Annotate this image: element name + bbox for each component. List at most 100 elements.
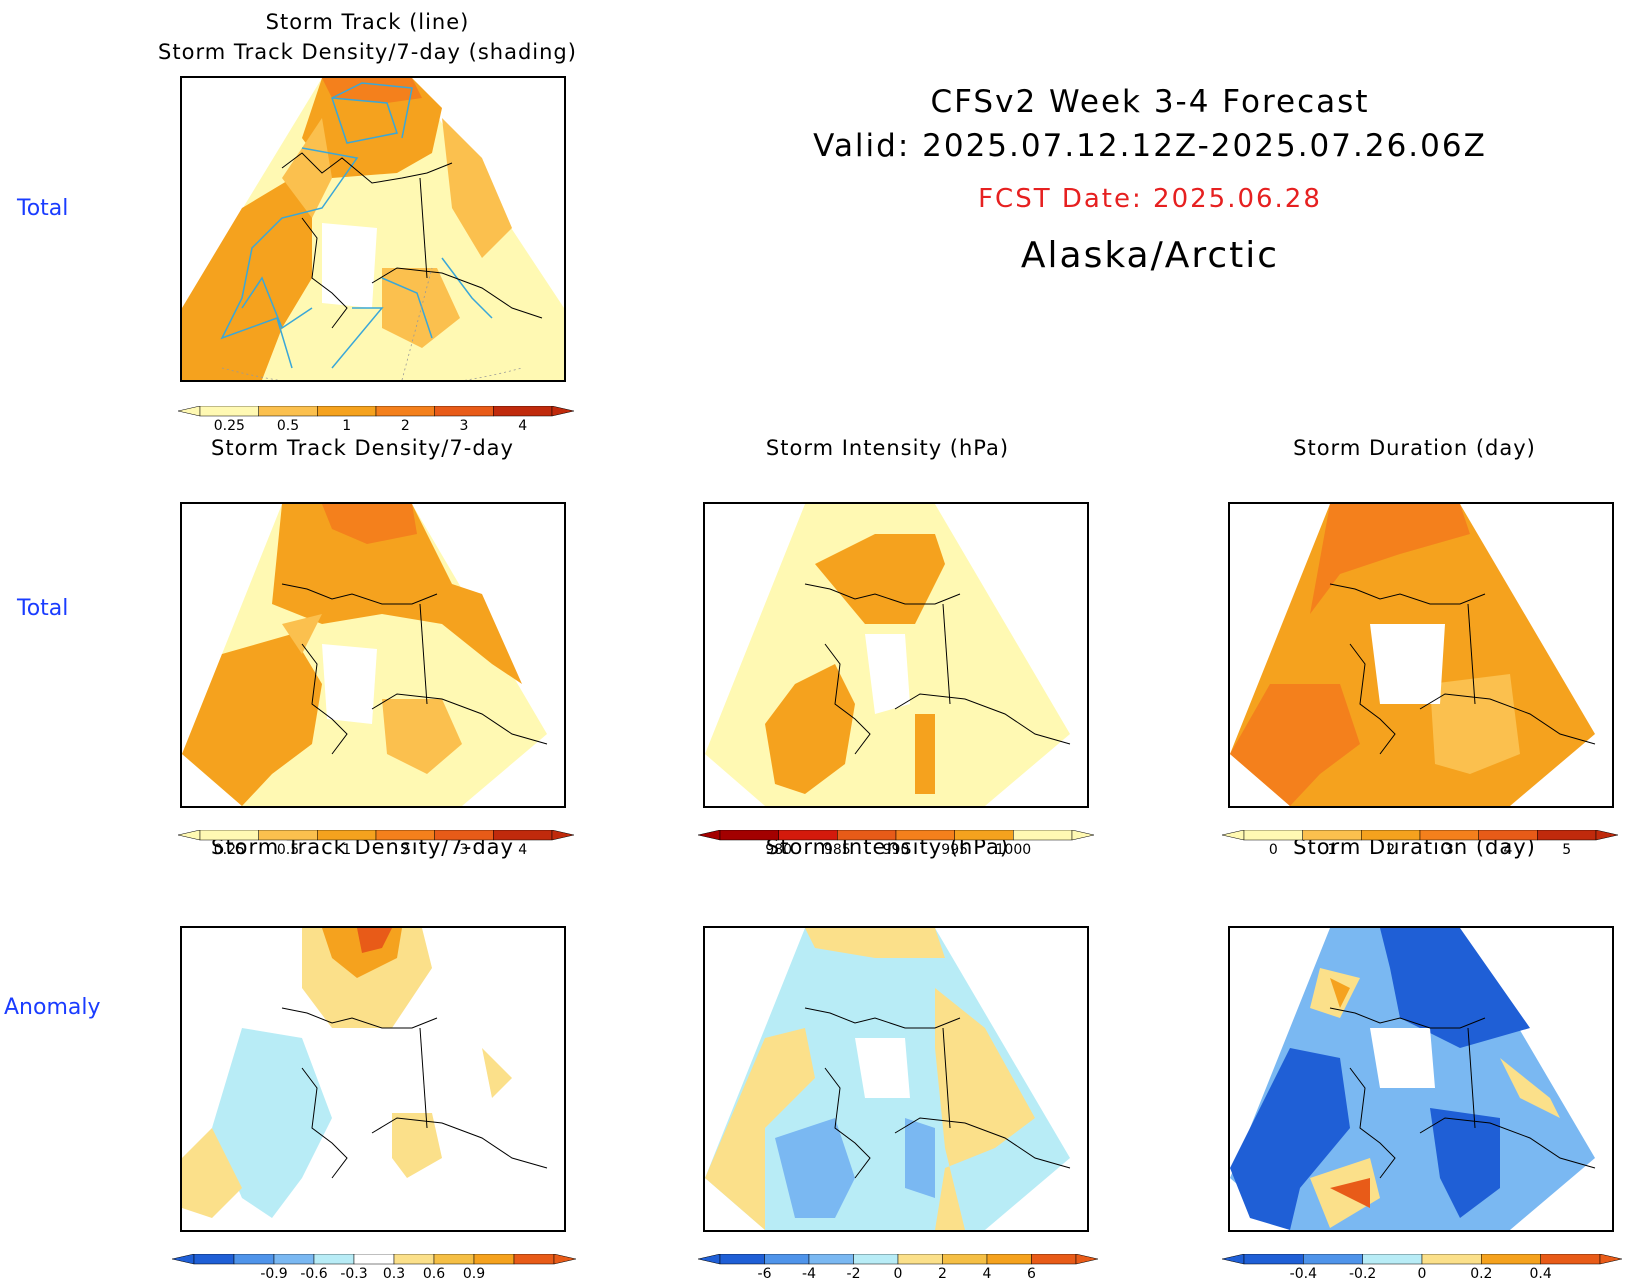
colorbar-segment [317, 830, 377, 841]
colorbar-segment [353, 1254, 395, 1265]
colorbar-graphic [698, 830, 1094, 841]
colorbar-segment [853, 1254, 899, 1265]
colorbar-segment [199, 830, 259, 841]
colorbar-segment [1243, 830, 1303, 841]
colorbar-segment [942, 1254, 988, 1265]
colorbar-ticks: -0.9 -0.6 -0.3 0.3 0.6 0.9 [172, 1266, 576, 1282]
colorbar-density-1: 0.25 0.5 1 2 3 4 [178, 404, 574, 444]
colorbar-segment [764, 1254, 810, 1265]
colorbar-tick-label: 6 [1027, 1266, 1036, 1282]
colorbar-tick-label: 0.2 [1470, 1266, 1493, 1282]
colorbar-segment [1031, 1254, 1077, 1265]
colorbar-tick-label: 995 [941, 842, 969, 858]
colorbar-segment [1481, 1254, 1541, 1265]
colorbar-ticks: -0.4 -0.2 0 0.2 0.4 [1222, 1266, 1622, 1282]
colorbar-tick-label: 3 [459, 842, 469, 858]
colorbar-tick-label: -4 [802, 1266, 816, 1282]
colorbar-segment [897, 1254, 943, 1265]
colorbar-tick-label: 5 [1562, 842, 1572, 858]
header-title: CFSv2 Week 3-4 Forecast [930, 84, 1370, 120]
colorbar-segment [1302, 830, 1362, 841]
colorbar-arrow-low [698, 830, 721, 841]
colorbar-density-anomaly: -0.9 -0.6 -0.3 0.3 0.6 0.9 [172, 1252, 576, 1282]
colorbar-tick-label: 1 [1327, 842, 1337, 858]
colorbar-segment [1421, 1254, 1482, 1265]
colorbar-graphic [698, 1254, 1098, 1265]
colorbar-segment [1540, 1254, 1601, 1265]
panel1-title-line1: Storm Track (line) [265, 10, 470, 34]
colorbar-tick-label: -0.6 [300, 1266, 328, 1282]
colorbar-graphic [1222, 1254, 1622, 1265]
colorbar-tick-label: 980 [765, 842, 793, 858]
colorbar-segment [473, 1254, 515, 1265]
colorbar-tick-label: 0 [1417, 1266, 1427, 1282]
colorbar-tick-label: 3 [1444, 842, 1454, 858]
colorbar-tick-label: 0 [1268, 842, 1278, 858]
colorbar-segment [808, 1254, 854, 1265]
colorbar-tick-label: 4 [518, 842, 528, 858]
colorbar-tick-label: 4 [982, 1266, 992, 1282]
colorbar-arrow-high [1071, 830, 1094, 841]
colorbar-intensity: 980 985 990 995 1000 [698, 828, 1094, 868]
colorbar-tick-label: 0.3 [382, 1266, 406, 1282]
colorbar-tick-label: -0.3 [340, 1266, 368, 1282]
colorbar-arrow-low [698, 1254, 721, 1265]
colorbar-segment [393, 1254, 435, 1265]
colorbar-arrow-high [1595, 830, 1618, 841]
colorbar-tick-label: 0.4 [1529, 1266, 1552, 1282]
map-intensity-anomaly [703, 926, 1089, 1232]
colorbar-tick-label: 0.5 [276, 418, 300, 434]
colorbar-density-2: 0.25 0.5 1 2 3 4 [178, 828, 574, 868]
colorbar-ticks: 0 1 2 3 4 5 [1222, 842, 1618, 858]
colorbar-tick-label: 0 [893, 1266, 903, 1282]
colorbar-tick-label: 990 [882, 842, 910, 858]
header-valid: Valid: 2025.07.12.12Z-2025.07.26.06Z [813, 128, 1487, 164]
colorbar-segment [1419, 830, 1479, 841]
colorbar-segment [954, 830, 1014, 841]
colorbar-arrow-low [1222, 1254, 1245, 1265]
colorbar-graphic [178, 406, 574, 417]
colorbar-segment [193, 1254, 235, 1265]
colorbar-segment [199, 406, 259, 417]
colorbar-arrow-high [551, 830, 574, 841]
colorbar-tick-label: 2 [400, 418, 410, 434]
colorbar-segment [895, 830, 955, 841]
map-density-total [180, 502, 566, 808]
colorbar-segment [434, 830, 494, 841]
colorbar-tick-label: -0.2 [1348, 1266, 1377, 1282]
colorbar-segment [317, 406, 377, 417]
colorbar-segment [719, 830, 779, 841]
colorbar-segment [1303, 1254, 1363, 1265]
colorbar-tick-label: -0.4 [1289, 1266, 1317, 1282]
colorbar-intensity-anomaly: -6 -4 -2 0 2 4 6 [698, 1252, 1098, 1282]
colorbar-segment [273, 1254, 315, 1265]
colorbar-segment [258, 406, 318, 417]
colorbar-segment [837, 830, 897, 841]
colorbar-duration: 0 1 2 3 4 5 [1222, 828, 1618, 868]
colorbar-tick-label: 0.5 [276, 842, 300, 858]
panel1-title-line2: Storm Track Density/7-day (shading) [158, 40, 577, 64]
colorbar-segment [1013, 830, 1073, 841]
map-intensity-total [703, 502, 1089, 808]
colorbar-segment [1362, 1254, 1423, 1265]
colorbar-segment [434, 406, 494, 417]
colorbar-tick-label: 4 [1503, 842, 1513, 858]
colorbar-ticks: 980 985 990 995 1000 [698, 842, 1094, 858]
colorbar-arrow-high [1599, 1254, 1622, 1265]
colorbar-tick-label: 3 [459, 418, 469, 434]
colorbar-segment [778, 830, 838, 841]
colorbar-graphic [172, 1254, 576, 1265]
colorbar-graphic [1222, 830, 1618, 841]
colorbar-tick-label: 0.6 [422, 1266, 446, 1282]
colorbar-segment [233, 1254, 275, 1265]
map-duration-total [1228, 502, 1614, 808]
colorbar-arrow-high [1075, 1254, 1098, 1265]
colorbar-tick-label: 2 [1386, 842, 1396, 858]
colorbar-ticks: 0.25 0.5 1 2 3 4 [178, 418, 574, 434]
fcst-date: FCST Date: 2025.06.28 [978, 184, 1322, 214]
colorbar-tick-label: 1000 [995, 842, 1032, 858]
colorbar-tick-label: 2 [938, 1266, 947, 1282]
colorbar-tick-label: 2 [400, 842, 410, 858]
colorbar-segment [258, 830, 318, 841]
panel2-title: Storm Track Density/7-day [211, 436, 514, 460]
